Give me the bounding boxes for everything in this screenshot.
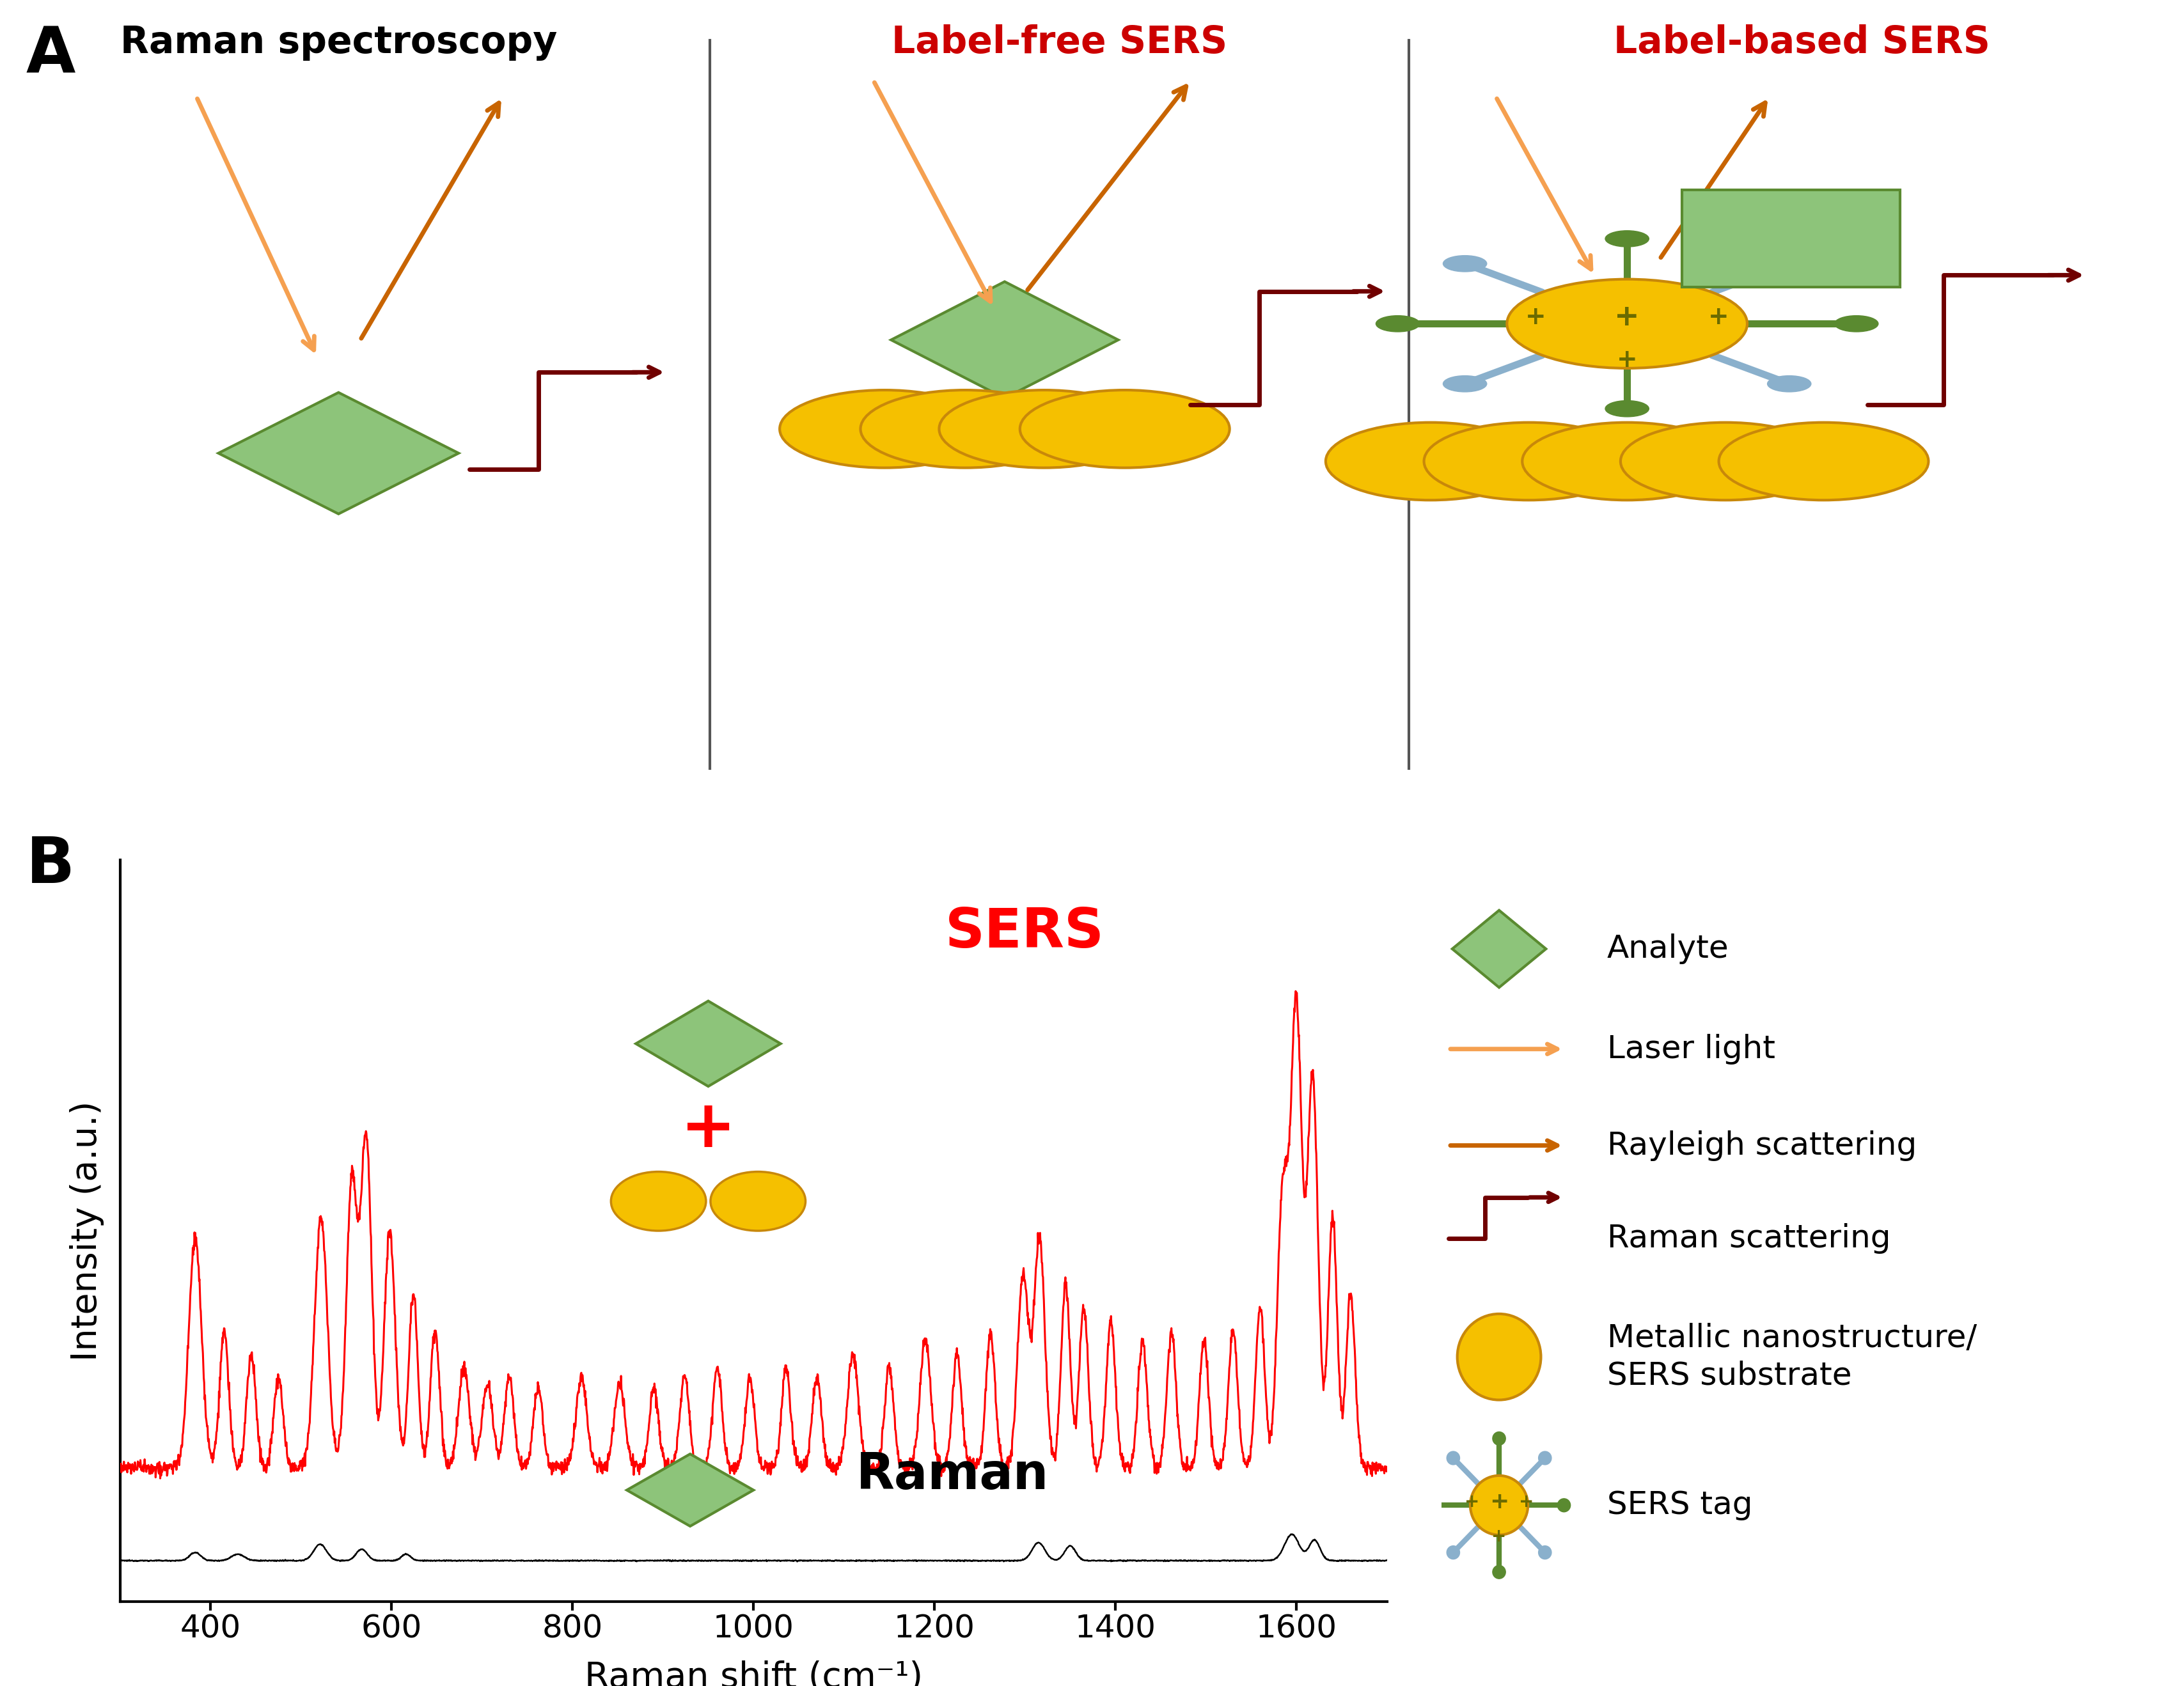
Text: +: + (1492, 1528, 1507, 1546)
Text: +: + (1520, 1492, 1533, 1511)
Circle shape (1719, 423, 1928, 501)
Circle shape (1605, 401, 1649, 416)
Text: SERS: SERS (946, 905, 1105, 959)
Text: SERS tag: SERS tag (1607, 1490, 1754, 1521)
Circle shape (780, 389, 989, 467)
Circle shape (1444, 256, 1487, 271)
Circle shape (1557, 1499, 1570, 1512)
Circle shape (860, 389, 1070, 467)
Circle shape (1326, 423, 1535, 501)
Circle shape (1767, 376, 1811, 391)
Text: +: + (1463, 1492, 1479, 1511)
Text: Raman spectroscopy: Raman spectroscopy (120, 24, 557, 61)
Polygon shape (1682, 191, 1900, 287)
Text: +: + (1614, 303, 1640, 332)
Circle shape (1835, 315, 1878, 332)
Polygon shape (636, 1001, 780, 1086)
Circle shape (1446, 1546, 1459, 1560)
Text: Metallic nanostructure/
SERS substrate: Metallic nanostructure/ SERS substrate (1607, 1322, 1977, 1391)
Circle shape (1444, 376, 1487, 391)
Circle shape (939, 389, 1149, 467)
Text: Raman scattering: Raman scattering (1607, 1222, 1891, 1254)
Circle shape (1376, 315, 1420, 332)
Circle shape (1538, 1452, 1551, 1465)
Text: A: A (26, 24, 76, 86)
Y-axis label: Intensity (a.u.): Intensity (a.u.) (70, 1101, 105, 1361)
Circle shape (1492, 1431, 1505, 1445)
Text: Label-free SERS: Label-free SERS (891, 24, 1227, 61)
Text: Label-based SERS: Label-based SERS (1614, 24, 1990, 61)
Ellipse shape (710, 1172, 806, 1231)
Text: +: + (1708, 305, 1730, 329)
Circle shape (1457, 1313, 1542, 1399)
Text: +: + (1616, 347, 1638, 373)
Text: +: + (1524, 305, 1546, 329)
Circle shape (1470, 1475, 1529, 1534)
Polygon shape (627, 1453, 753, 1526)
Text: Rayleigh scattering: Rayleigh scattering (1607, 1130, 1918, 1162)
Text: +: + (1489, 1490, 1509, 1512)
Circle shape (1522, 423, 1732, 501)
Ellipse shape (612, 1172, 705, 1231)
Polygon shape (218, 393, 459, 514)
Polygon shape (891, 282, 1118, 398)
Circle shape (1605, 231, 1649, 246)
Circle shape (1621, 423, 1830, 501)
Circle shape (1020, 389, 1230, 467)
Circle shape (1507, 280, 1747, 368)
Text: +: + (681, 1096, 736, 1162)
Text: B: B (26, 835, 74, 897)
Circle shape (1538, 1546, 1551, 1560)
Circle shape (1492, 1565, 1505, 1578)
Circle shape (1428, 1499, 1441, 1512)
X-axis label: Raman shift (cm⁻¹): Raman shift (cm⁻¹) (585, 1661, 922, 1686)
Text: Analyte: Analyte (1607, 934, 1730, 964)
Polygon shape (1452, 910, 1546, 988)
Circle shape (1424, 423, 1634, 501)
Text: Laser light: Laser light (1607, 1034, 1776, 1064)
Circle shape (1767, 256, 1811, 271)
Text: Raman: Raman (856, 1450, 1048, 1499)
Circle shape (1446, 1452, 1459, 1465)
